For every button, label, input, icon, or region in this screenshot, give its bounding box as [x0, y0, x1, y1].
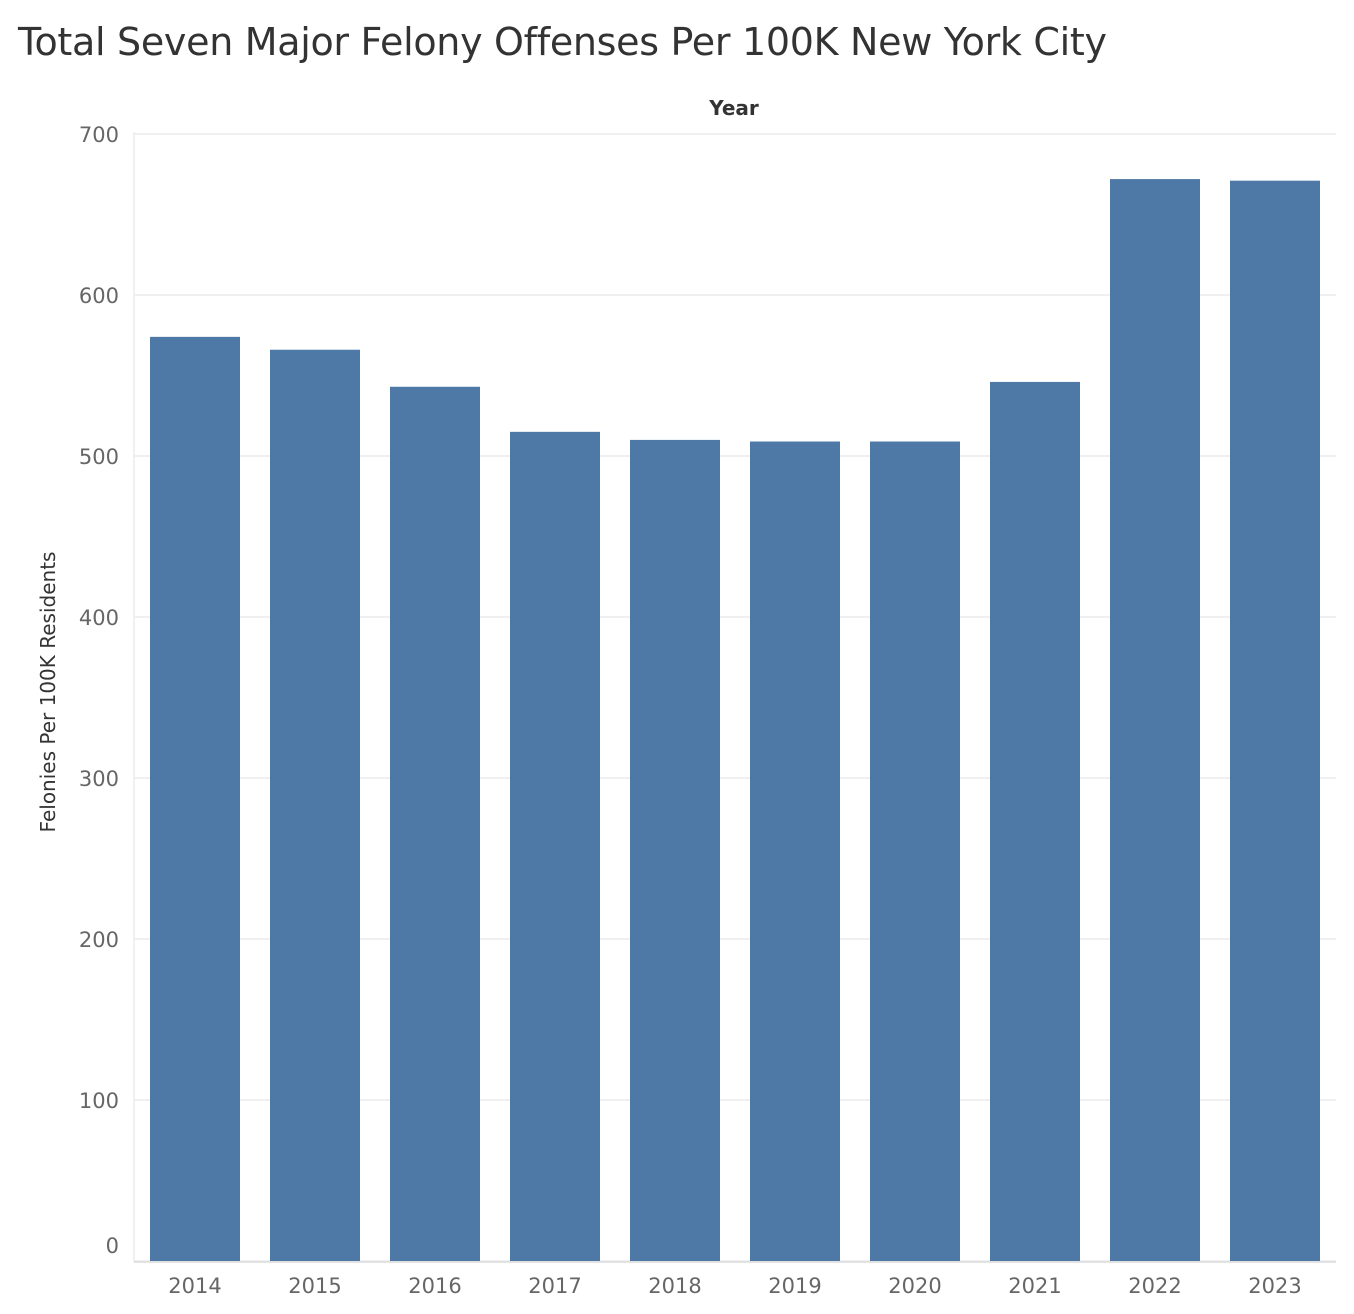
x-tick-label: 2021	[1008, 1274, 1061, 1298]
y-tick-label: 200	[79, 928, 119, 952]
bars	[150, 179, 1320, 1262]
bar-2016	[390, 386, 480, 1261]
y-tick-label: 100	[79, 1089, 119, 1113]
bar-2019	[750, 441, 840, 1261]
chart-title: Total Seven Major Felony Offenses Per 10…	[18, 20, 1107, 64]
x-tick-label: 2023	[1248, 1274, 1301, 1298]
y-tick-label: 500	[79, 445, 119, 469]
bar-2021	[990, 381, 1080, 1261]
y-tick-label: 400	[79, 606, 119, 630]
y-tick-label: 300	[79, 767, 119, 791]
bar-2017	[510, 431, 600, 1262]
x-tick-label: 2020	[888, 1274, 941, 1298]
y-tick-label: 0	[106, 1234, 119, 1258]
bar-2015	[270, 349, 360, 1261]
x-tick-label: 2017	[528, 1274, 581, 1298]
x-tick-label: 2014	[168, 1274, 221, 1298]
bar-2023	[1230, 180, 1320, 1262]
axes: 0 100 200 300 400 500 600 700 2014 2015 2016 2017 20…	[79, 123, 1336, 1298]
bar-2018	[630, 439, 720, 1261]
x-tick-label: 2018	[648, 1274, 701, 1298]
bar-2014	[150, 336, 240, 1261]
x-axis-header: Year	[708, 96, 759, 120]
x-tick-label: 2019	[768, 1274, 821, 1298]
y-tick-label: 600	[79, 284, 119, 308]
bar-2022	[1110, 179, 1200, 1262]
x-tick-label: 2015	[288, 1274, 341, 1298]
bar-2020	[870, 441, 960, 1261]
x-tick-label: 2016	[408, 1274, 461, 1298]
y-axis-label: Felonies Per 100K Residents	[36, 552, 60, 833]
y-tick-label: 700	[79, 123, 119, 147]
x-tick-label: 2022	[1128, 1274, 1181, 1298]
